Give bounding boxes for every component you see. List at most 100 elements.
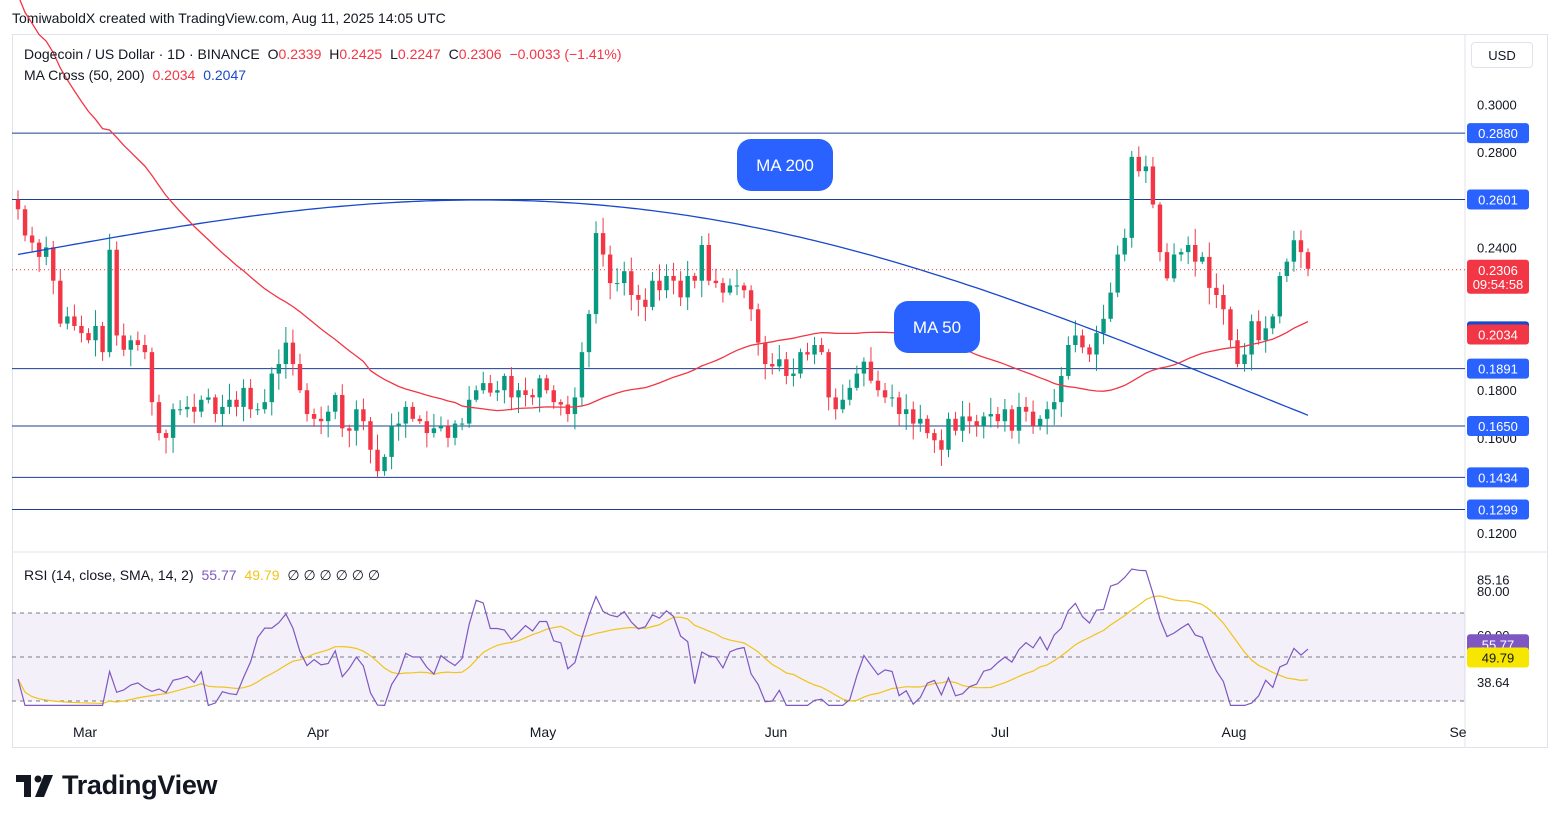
candle-up[interactable] bbox=[354, 409, 359, 431]
candle-up[interactable] bbox=[727, 285, 733, 293]
candle-down[interactable] bbox=[607, 254, 613, 284]
candle-up[interactable] bbox=[431, 428, 437, 434]
candle-down[interactable] bbox=[896, 397, 902, 415]
candle-down[interactable] bbox=[1221, 295, 1226, 310]
candle-up[interactable] bbox=[269, 373, 274, 403]
candle-up[interactable] bbox=[184, 406, 190, 410]
candle-down[interactable] bbox=[1256, 321, 1261, 341]
candle-up[interactable] bbox=[325, 411, 331, 422]
candle-down[interactable] bbox=[967, 416, 972, 422]
candle-down[interactable] bbox=[826, 352, 831, 398]
candle-up[interactable] bbox=[1122, 237, 1127, 255]
candle-up[interactable] bbox=[791, 373, 796, 376]
candle-down[interactable] bbox=[290, 342, 296, 365]
candle-down[interactable] bbox=[58, 280, 63, 324]
candle-down[interactable] bbox=[558, 402, 563, 405]
candle-up[interactable] bbox=[403, 406, 408, 424]
candle-down[interactable] bbox=[1030, 411, 1036, 426]
candle-down[interactable] bbox=[1164, 252, 1170, 279]
candle-down[interactable] bbox=[318, 418, 324, 422]
candle-down[interactable] bbox=[163, 433, 169, 438]
candle-down[interactable] bbox=[375, 449, 380, 472]
candle-down[interactable] bbox=[657, 280, 662, 291]
candle-up[interactable] bbox=[572, 397, 578, 415]
candle-up[interactable] bbox=[889, 397, 895, 399]
candle-down[interactable] bbox=[368, 421, 373, 450]
candle-down[interactable] bbox=[600, 233, 606, 255]
candle-down[interactable] bbox=[79, 325, 84, 334]
candle-down[interactable] bbox=[741, 285, 747, 291]
candle-up[interactable] bbox=[614, 283, 620, 285]
candle-down[interactable] bbox=[763, 342, 768, 365]
ma-cross-label[interactable]: MA Cross (50, 200) bbox=[24, 67, 145, 83]
candle-up[interactable] bbox=[170, 409, 176, 438]
candle-up[interactable] bbox=[65, 316, 70, 324]
candle-up[interactable] bbox=[854, 373, 860, 388]
candle-up[interactable] bbox=[1242, 354, 1247, 365]
ma50-annotation-bubble[interactable] bbox=[894, 301, 980, 353]
candle-up[interactable] bbox=[586, 314, 592, 353]
candle-up[interactable] bbox=[988, 414, 993, 417]
candle-up[interactable] bbox=[1143, 166, 1149, 172]
candle-down[interactable] bbox=[1228, 309, 1233, 341]
currency-button[interactable]: USD bbox=[1471, 42, 1533, 68]
candle-down[interactable] bbox=[1023, 406, 1029, 412]
candle-down[interactable] bbox=[213, 397, 218, 415]
candle-up[interactable] bbox=[650, 280, 655, 307]
candle-up[interactable] bbox=[283, 342, 289, 365]
candle-down[interactable] bbox=[51, 247, 56, 281]
candle-up[interactable] bbox=[1073, 335, 1078, 345]
candle-down[interactable] bbox=[142, 345, 148, 353]
candle-down[interactable] bbox=[114, 249, 119, 336]
candle-up[interactable] bbox=[1059, 375, 1064, 403]
candle-down[interactable] bbox=[304, 390, 310, 415]
candle-down[interactable] bbox=[361, 409, 366, 422]
candle-up[interactable] bbox=[389, 425, 394, 457]
candle-up[interactable] bbox=[798, 352, 803, 374]
candle-up[interactable] bbox=[452, 423, 458, 438]
candle-up[interactable] bbox=[903, 409, 909, 415]
candle-up[interactable] bbox=[459, 423, 465, 425]
candle-down[interactable] bbox=[340, 395, 345, 429]
candle-up[interactable] bbox=[227, 399, 232, 407]
candle-down[interactable] bbox=[1193, 245, 1198, 262]
candle-down[interactable] bbox=[311, 414, 317, 419]
candle-down[interactable] bbox=[629, 271, 634, 295]
candle-down[interactable] bbox=[882, 390, 888, 398]
candle-down[interactable] bbox=[509, 375, 514, 398]
candle-up[interactable] bbox=[333, 395, 338, 412]
candle-up[interactable] bbox=[128, 340, 133, 350]
candle-up[interactable] bbox=[1291, 240, 1297, 262]
candle-down[interactable] bbox=[1087, 347, 1092, 355]
candle-up[interactable] bbox=[473, 390, 479, 400]
candle-down[interactable] bbox=[1298, 240, 1304, 253]
candle-up[interactable] bbox=[502, 375, 507, 391]
candle-down[interactable] bbox=[1080, 335, 1085, 348]
candle-down[interactable] bbox=[530, 395, 535, 398]
candle-up[interactable] bbox=[840, 399, 845, 410]
candle-up[interactable] bbox=[43, 247, 49, 257]
candle-down[interactable] bbox=[22, 209, 28, 236]
candle-up[interactable] bbox=[847, 387, 853, 400]
candle-down[interactable] bbox=[713, 280, 719, 284]
candle-down[interactable] bbox=[819, 345, 824, 353]
candle-up[interactable] bbox=[734, 285, 740, 287]
candle-up[interactable] bbox=[777, 359, 782, 367]
candle-up[interactable] bbox=[495, 390, 500, 393]
ma50-line[interactable] bbox=[18, 0, 1309, 412]
candle-down[interactable] bbox=[15, 199, 21, 210]
candle-down[interactable] bbox=[347, 428, 352, 431]
ma200-annotation-bubble[interactable] bbox=[737, 139, 833, 191]
candle-up[interactable] bbox=[1263, 328, 1268, 341]
candle-up[interactable] bbox=[699, 245, 704, 281]
candle-up[interactable] bbox=[199, 399, 204, 412]
candle-up[interactable] bbox=[685, 275, 690, 298]
candle-up[interactable] bbox=[255, 409, 260, 411]
candle-down[interactable] bbox=[36, 242, 42, 257]
candle-up[interactable] bbox=[481, 383, 486, 391]
candle-up[interactable] bbox=[946, 418, 951, 450]
candle-down[interactable] bbox=[755, 309, 761, 343]
candle-down[interactable] bbox=[1150, 166, 1156, 205]
candle-up[interactable] bbox=[1066, 345, 1071, 376]
